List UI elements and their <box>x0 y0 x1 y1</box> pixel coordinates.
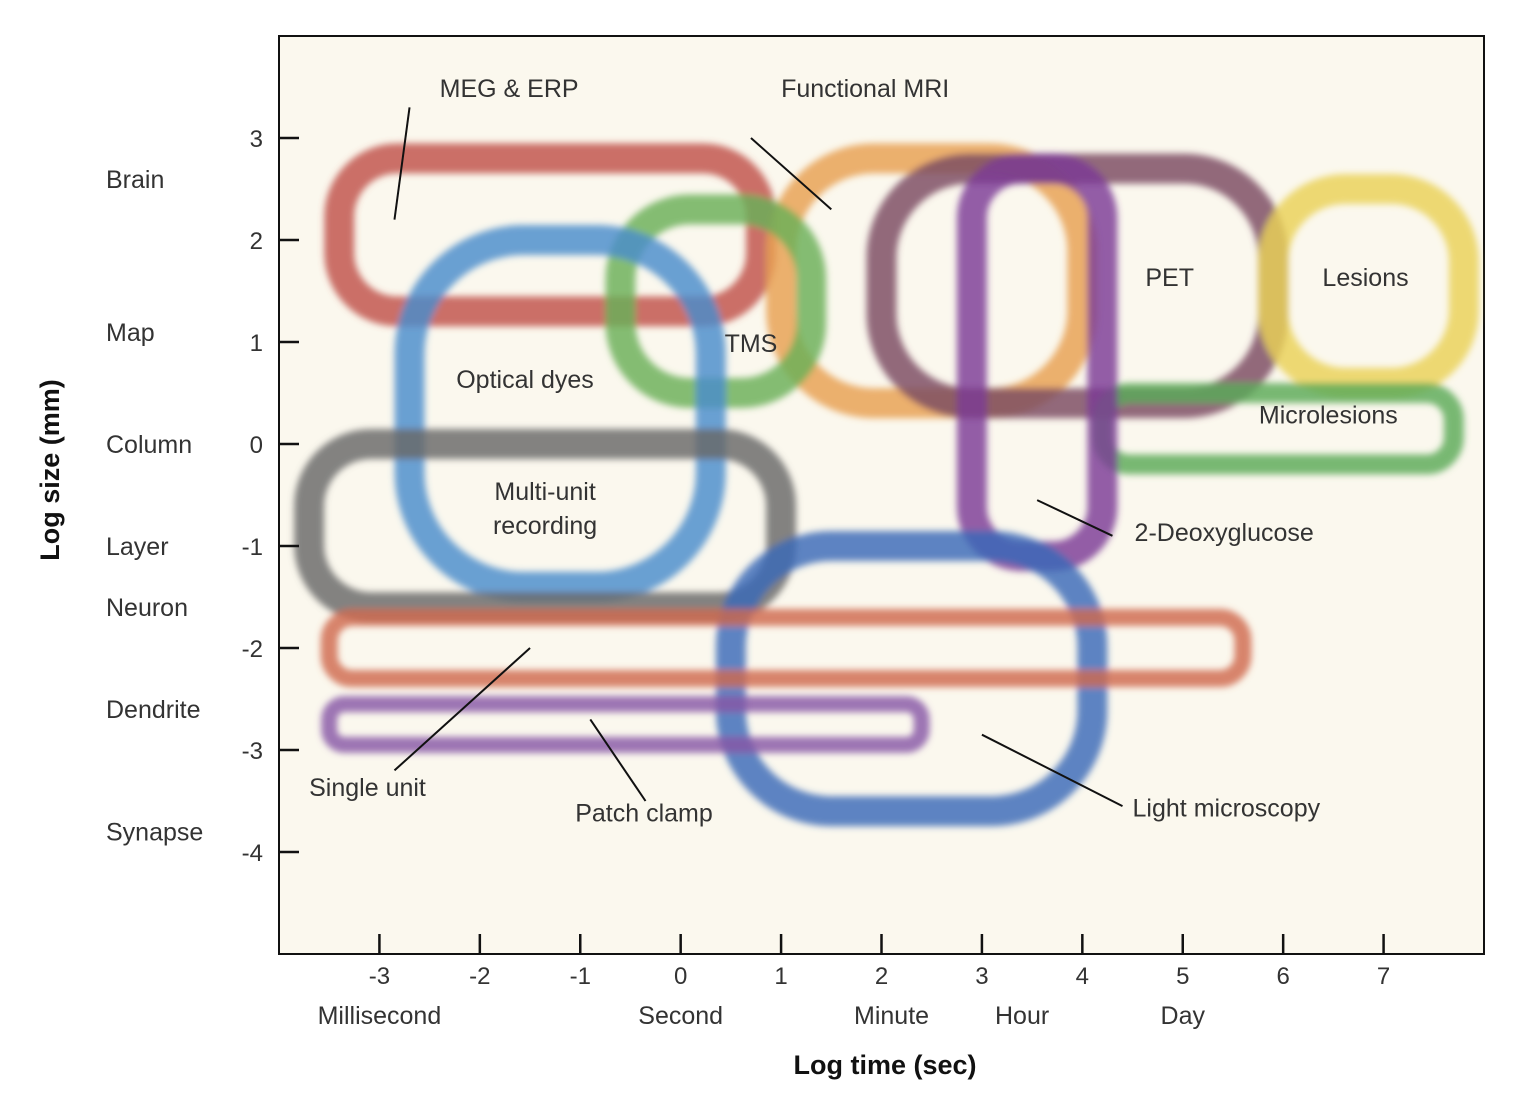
y-tick-label: 1 <box>250 330 263 357</box>
region-lesions <box>1258 174 1479 398</box>
pointer-single-unit <box>393 647 531 772</box>
label-microlesions: Microlesions <box>1259 402 1398 430</box>
pointer-functional-mri <box>750 137 832 211</box>
x-tick-label: 3 <box>975 963 988 990</box>
label-2-deoxyglucose: 2-Deoxyglucose <box>1135 519 1314 547</box>
label-functional-mri: Functional MRI <box>781 75 949 103</box>
region-optical-dyes <box>394 225 726 602</box>
y-tick-label: -4 <box>242 840 263 867</box>
method-labels: MEG & ERP Functional MRI TMS Optical dyes PE… <box>309 75 1408 827</box>
x-tick-label: 6 <box>1276 963 1289 990</box>
y-tick-label: 3 <box>250 126 263 153</box>
x-tick-label: -1 <box>570 963 591 990</box>
x-tick-label: -2 <box>469 963 490 990</box>
y-scale-label-layer: Layer <box>106 533 169 561</box>
label-lesions: Lesions <box>1322 264 1408 292</box>
x-scale-label-hour: Hour <box>995 1002 1049 1030</box>
label-optical-dyes: Optical dyes <box>456 366 594 394</box>
x-tick-label: 0 <box>674 963 687 990</box>
y-tick-label: -3 <box>242 738 263 765</box>
x-scale-label-day: Day <box>1161 1002 1206 1030</box>
x-tick-label: -3 <box>369 963 390 990</box>
y-scale-label-dendrite: Dendrite <box>106 696 201 724</box>
pointer-meg-erp <box>393 107 411 220</box>
label-tms: TMS <box>725 330 778 358</box>
label-meg-erp: MEG & ERP <box>440 75 579 103</box>
label-single-unit: Single unit <box>309 774 426 802</box>
pointer-light-microscopy <box>981 733 1123 807</box>
y-tick-label: 2 <box>250 228 263 255</box>
y-tick-label: -2 <box>242 636 263 663</box>
x-scale-label-minute: Minute <box>854 1002 929 1030</box>
method-regions <box>294 143 1479 827</box>
pointer-lines <box>393 107 1123 807</box>
x-scale-label-second: Second <box>638 1002 723 1030</box>
y-axis-title: Log size (mm) <box>35 379 65 561</box>
axes: -3 -2 -1 0 1 2 3 4 5 6 7 3 2 1 0 -1 -2 -3 -4 Millisecond Sec… <box>106 126 1390 1030</box>
pointer-2-deoxyglucose <box>1036 499 1113 537</box>
pointer-patch-clamp <box>589 718 647 802</box>
y-scale-label-neuron: Neuron <box>106 594 188 622</box>
y-scale-label-brain: Brain <box>106 166 164 194</box>
region-patch-clamp <box>321 696 930 753</box>
x-tick-label: 5 <box>1176 963 1189 990</box>
label-pet: PET <box>1145 264 1194 292</box>
y-scale-label-synapse: Synapse <box>106 819 203 847</box>
x-axis-title: Log time (sec) <box>793 1050 976 1080</box>
x-tick-label: 4 <box>1076 963 1089 990</box>
x-tick-label: 1 <box>774 963 787 990</box>
region-multi-unit-recording <box>294 429 797 623</box>
y-tick-label: -1 <box>242 534 263 561</box>
label-multi-unit-recording: Multi-unit recording <box>493 478 597 540</box>
label-patch-clamp: Patch clamp <box>575 799 713 827</box>
region-single-unit <box>320 608 1252 688</box>
label-light-microscopy: Light microscopy <box>1133 794 1321 822</box>
region-meg-erp <box>324 143 776 327</box>
x-scale-label-millisecond: Millisecond <box>318 1002 442 1030</box>
y-scale-label-column: Column <box>106 431 192 459</box>
x-tick-label: 2 <box>875 963 888 990</box>
y-scale-label-map: Map <box>106 319 155 347</box>
x-tick-label: 7 <box>1377 963 1390 990</box>
y-tick-label: 0 <box>250 432 263 459</box>
